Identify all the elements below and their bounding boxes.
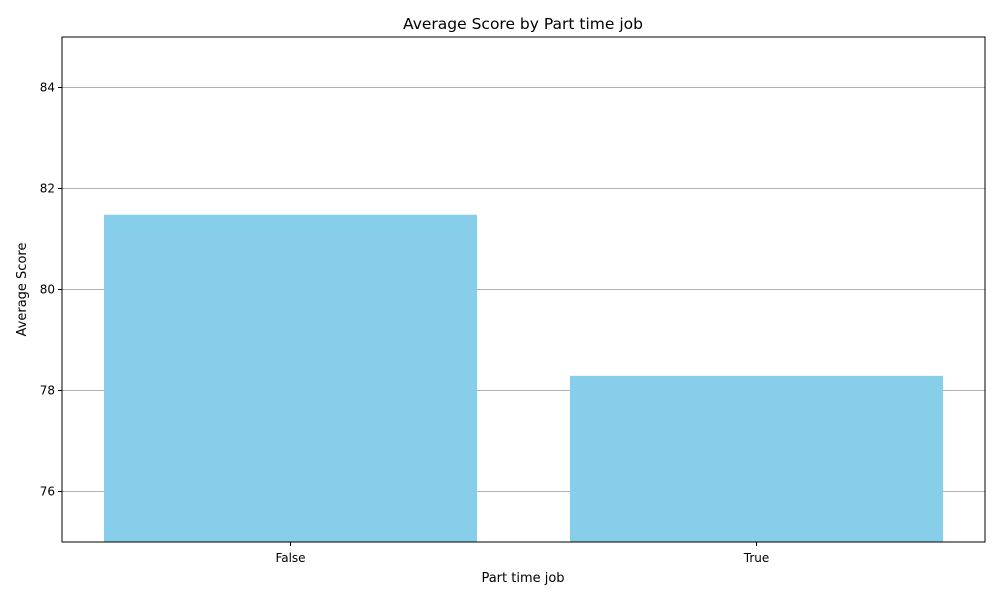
y-tick-label: 80 — [40, 283, 55, 297]
x-tick-label: False — [275, 551, 305, 565]
y-tick-label: 78 — [40, 384, 55, 398]
y-tick-label: 84 — [40, 81, 55, 95]
x-axis-ticks: False True — [275, 542, 769, 565]
y-axis-label: Average Score — [15, 243, 30, 337]
bar-true — [570, 375, 943, 542]
x-axis-label: Part time job — [481, 571, 564, 586]
y-tick-label: 76 — [40, 485, 55, 499]
bars — [104, 214, 943, 542]
chart-title: Average Score by Part time job — [403, 15, 643, 33]
y-axis-ticks: 76 78 80 82 84 — [40, 81, 62, 499]
x-tick-label: True — [743, 551, 770, 565]
bar-false — [104, 214, 477, 542]
y-tick-label: 82 — [40, 182, 55, 196]
